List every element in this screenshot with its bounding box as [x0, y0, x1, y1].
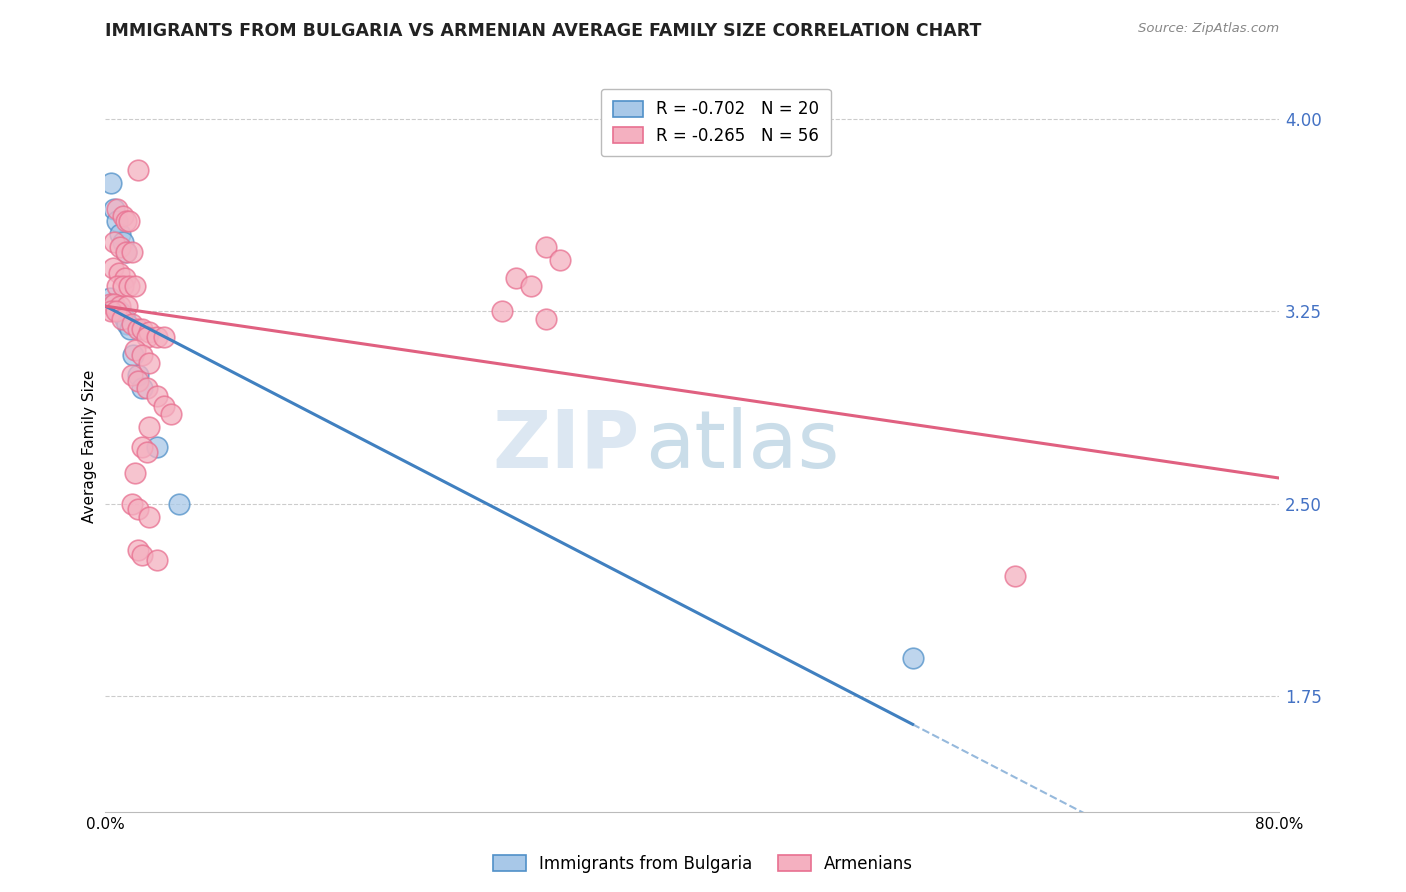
Point [118, 214, 141, 228]
Text: Source: ZipAtlas.com: Source: ZipAtlas.com [1139, 22, 1279, 36]
Point [107, 266, 129, 280]
Point [103, 296, 125, 310]
Point [131, 381, 153, 395]
Point [114, 271, 136, 285]
Y-axis label: Average Family Size: Average Family Size [82, 369, 97, 523]
Point [121, 497, 143, 511]
Point [108, 299, 131, 313]
Point [153, 399, 176, 413]
Point [127, 374, 149, 388]
Point [505, 271, 527, 285]
Legend: R = -0.702   N = 20, R = -0.265   N = 56: R = -0.702 N = 20, R = -0.265 N = 56 [602, 88, 831, 156]
Point [108, 227, 131, 242]
Point [104, 301, 127, 316]
Point [108, 240, 131, 254]
Point [534, 240, 557, 254]
Point [135, 330, 157, 344]
Point [115, 245, 138, 260]
Point [103, 235, 125, 249]
Point [100, 304, 122, 318]
Point [112, 209, 135, 223]
Point [146, 440, 169, 454]
Point [131, 440, 153, 454]
Point [534, 312, 557, 326]
Point [138, 509, 160, 524]
Point [160, 407, 183, 421]
Point [491, 304, 513, 318]
Point [105, 214, 128, 228]
Text: IMMIGRANTS FROM BULGARIA VS ARMENIAN AVERAGE FAMILY SIZE CORRELATION CHART: IMMIGRANTS FROM BULGARIA VS ARMENIAN AVE… [105, 22, 981, 40]
Point [901, 650, 924, 665]
Point [112, 235, 135, 249]
Point [121, 317, 143, 331]
Point [138, 355, 160, 369]
Point [131, 348, 153, 362]
Point [98, 296, 121, 310]
Point [122, 348, 145, 362]
Point [112, 278, 135, 293]
Point [520, 278, 543, 293]
Point [127, 163, 149, 178]
Point [135, 445, 157, 459]
Point [114, 312, 136, 326]
Point [117, 299, 139, 313]
Point [124, 278, 146, 293]
Point [146, 389, 169, 403]
Point [98, 292, 121, 306]
Point [131, 548, 153, 562]
Point [153, 330, 176, 344]
Point [103, 202, 125, 216]
Point [1004, 568, 1026, 582]
Legend: Immigrants from Bulgaria, Armenians: Immigrants from Bulgaria, Armenians [486, 848, 920, 880]
Point [110, 307, 132, 321]
Point [105, 202, 128, 216]
Point [105, 278, 128, 293]
Point [115, 214, 138, 228]
Point [127, 501, 149, 516]
Point [138, 325, 160, 339]
Text: ZIP: ZIP [492, 407, 640, 485]
Point [131, 322, 153, 336]
Point [118, 278, 141, 293]
Point [107, 304, 129, 318]
Point [104, 304, 127, 318]
Point [117, 317, 139, 331]
Point [121, 368, 143, 383]
Point [101, 296, 124, 310]
Point [146, 553, 169, 567]
Text: atlas: atlas [645, 407, 839, 485]
Point [110, 312, 132, 326]
Point [135, 381, 157, 395]
Point [124, 466, 146, 480]
Point [138, 419, 160, 434]
Point [120, 322, 142, 336]
Point [550, 252, 572, 267]
Point [100, 176, 122, 190]
Point [115, 245, 138, 260]
Point [124, 343, 146, 357]
Point [101, 260, 124, 275]
Point [167, 497, 190, 511]
Point [127, 543, 149, 558]
Point [127, 368, 149, 383]
Point [121, 245, 143, 260]
Point [127, 322, 149, 336]
Point [146, 330, 169, 344]
